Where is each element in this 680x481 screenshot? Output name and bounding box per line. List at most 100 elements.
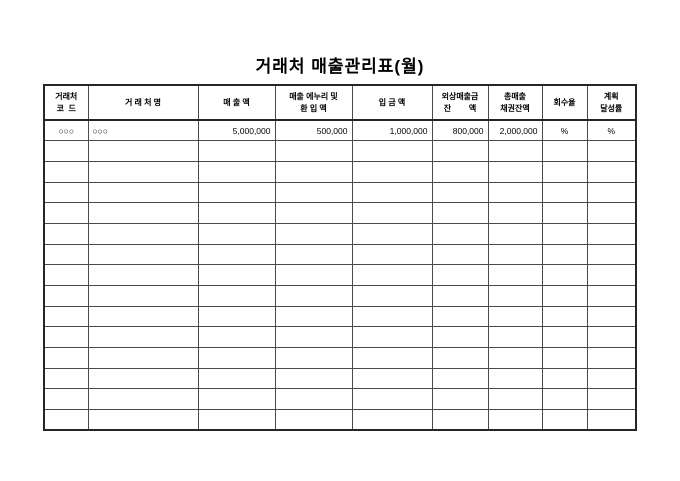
cell (87, 326, 199, 349)
cell (87, 285, 199, 307)
cell (197, 243, 276, 266)
cell (431, 222, 489, 245)
cell (197, 326, 276, 349)
header-recovery-rate: 회수율 (541, 84, 588, 121)
cell (351, 202, 433, 224)
cell (274, 140, 353, 162)
cell (351, 305, 433, 328)
header-line: 입 금 액 (378, 97, 406, 107)
cell (487, 347, 543, 369)
cell (197, 264, 276, 286)
header-line: 회수율 (553, 97, 576, 107)
cell (586, 347, 637, 369)
cell (487, 181, 543, 204)
cell (274, 347, 353, 369)
cell (586, 367, 637, 390)
cell (541, 140, 588, 162)
cell (431, 243, 489, 266)
cell (586, 243, 637, 266)
cell (487, 140, 543, 162)
cell (351, 326, 433, 349)
header-sales-amount: 매 출 액 (197, 84, 276, 121)
cell (43, 202, 89, 224)
cell-sales-amount: 5,000,000 (197, 119, 276, 142)
cell (197, 160, 276, 183)
cell (487, 305, 543, 328)
cell (431, 140, 489, 162)
table-row (43, 285, 637, 307)
cell (586, 326, 637, 349)
cell (431, 409, 489, 431)
cell (87, 264, 199, 286)
cell (431, 160, 489, 183)
cell (541, 181, 588, 204)
header-line: 외상매출금 (441, 91, 479, 101)
cell (87, 388, 199, 411)
table-row (43, 367, 637, 390)
cell (351, 347, 433, 369)
header-line: 채권잔액 (500, 103, 530, 113)
cell (274, 264, 353, 286)
cell (274, 326, 353, 349)
cell (431, 347, 489, 369)
table-row (43, 264, 637, 286)
cell (197, 347, 276, 369)
cell (541, 388, 588, 411)
header-line: 거래처 (55, 91, 78, 101)
cell (87, 140, 199, 162)
cell (586, 409, 637, 431)
cell (87, 222, 199, 245)
cell (274, 181, 353, 204)
header-line: 달성률 (600, 103, 623, 113)
header-line: 매출 에누리 및 (289, 91, 338, 101)
table-row (43, 181, 637, 204)
cell-sales-allowance: 500,000 (274, 119, 353, 142)
cell (43, 264, 89, 286)
cell (43, 367, 89, 390)
cell (487, 285, 543, 307)
cell (541, 367, 588, 390)
cell (274, 388, 353, 411)
cell-client-code: ○○○ (43, 119, 89, 142)
header-line: 매 출 액 (223, 97, 250, 107)
table-row (43, 243, 637, 266)
table-body: ○○○ ○○○ 5,000,000 500,000 1,000,000 800,… (43, 119, 637, 431)
cell (87, 305, 199, 328)
cell (43, 409, 89, 431)
cell (431, 202, 489, 224)
header-line: 계획 (603, 91, 619, 101)
cell (197, 222, 276, 245)
cell (197, 388, 276, 411)
cell-client-name: ○○○ (87, 119, 199, 142)
cell (487, 160, 543, 183)
cell-deposit-amount: 1,000,000 (351, 119, 433, 142)
cell (586, 222, 637, 245)
cell (197, 409, 276, 431)
cell (351, 285, 433, 307)
table-row: ○○○ ○○○ 5,000,000 500,000 1,000,000 800,… (43, 119, 637, 142)
cell (87, 367, 199, 390)
cell (197, 181, 276, 204)
cell (541, 264, 588, 286)
cell (586, 285, 637, 307)
cell (431, 388, 489, 411)
cell (351, 367, 433, 390)
header-deposit-amount: 입 금 액 (351, 84, 433, 121)
cell (43, 388, 89, 411)
cell-total-bond-balance: 2,000,000 (487, 119, 543, 142)
cell (431, 305, 489, 328)
header-line: 환 입 액 (300, 103, 327, 113)
cell (431, 285, 489, 307)
cell (43, 140, 89, 162)
cell (431, 264, 489, 286)
table-row (43, 326, 637, 349)
cell (541, 285, 588, 307)
cell (487, 222, 543, 245)
cell (487, 388, 543, 411)
header-sales-allowance: 매출 에누리 및 환 입 액 (274, 84, 353, 121)
cell (541, 326, 588, 349)
cell (43, 160, 89, 183)
cell (43, 305, 89, 328)
cell (43, 285, 89, 307)
cell (586, 160, 637, 183)
